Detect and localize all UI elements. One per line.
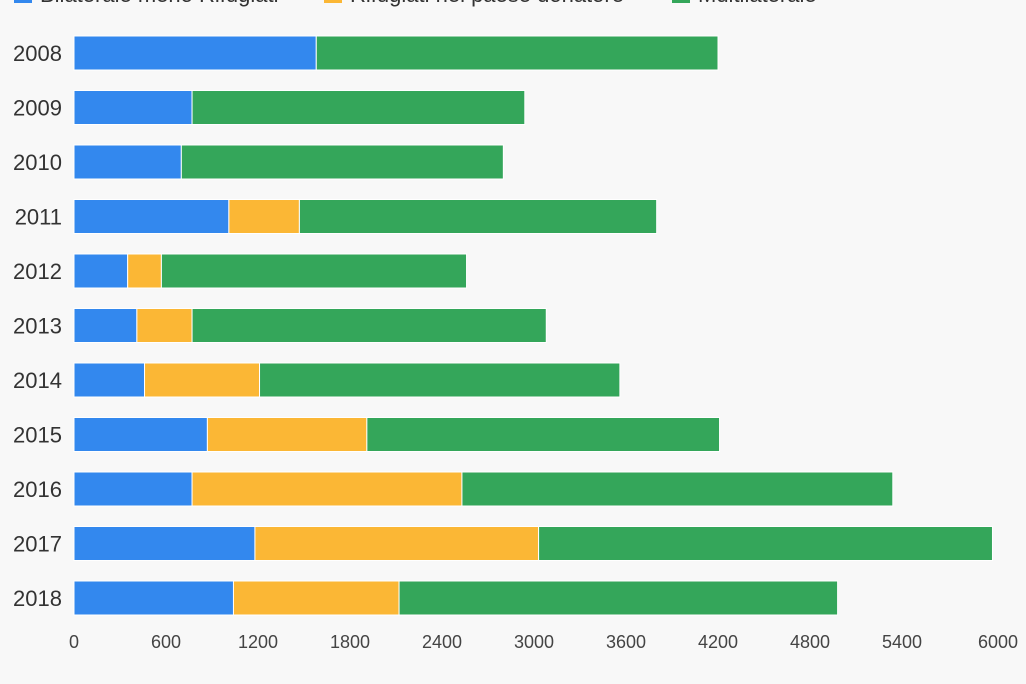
category-label-2008: 2008 [13, 41, 62, 66]
bar-2011-bilaterale-meno-rifugiati [73, 199, 230, 234]
y-axis-labels: 2008 2009 2010 2011 2012 2013 2014 2015 2016 2017… [13, 41, 62, 611]
x-tick-label-1800: 1800 [330, 632, 370, 652]
bar-2016-bilaterale-meno-rifugiati [73, 471, 193, 507]
category-label-2015: 2015 [13, 423, 62, 448]
bar-2016-rifugiati-nel-paese-donatore [191, 471, 463, 507]
bar-2009-bilaterale-meno-rifugiati [73, 90, 193, 125]
legend-swatch-rifugiati-nel-paese-donatore [324, 0, 342, 3]
bar-2018-rifugiati-nel-paese-donatore [232, 580, 400, 616]
x-tick-label-2400: 2400 [422, 632, 462, 652]
bar-2010-multilaterale [180, 144, 504, 180]
bar-2012-bilaterale-meno-rifugiati [73, 253, 129, 289]
bar-2017-rifugiati-nel-paese-donatore [254, 526, 540, 561]
legend-swatch-bilaterale-meno-rifugiati [14, 0, 32, 3]
bar-2008-multilaterale [315, 35, 719, 71]
bar-2010-bilaterale-meno-rifugiati [73, 144, 182, 180]
legend-label-multilaterale: Multilaterale [698, 0, 817, 7]
bar-2014-multilaterale [259, 362, 621, 398]
legend-label-rifugiati-nel-paese-donatore: Rifugiati nel paese donatore [350, 0, 624, 7]
bar-2013-rifugiati-nel-paese-donatore [136, 308, 193, 343]
legend-label-bilaterale-meno-rifugiati: Bilaterale meno Rifugiati [40, 0, 278, 7]
bar-2008-bilaterale-meno-rifugiati [73, 35, 317, 71]
bar-2015-bilaterale-meno-rifugiati [73, 417, 208, 452]
x-tick-label-600: 600 [151, 632, 181, 652]
bar-2016-multilaterale [461, 471, 894, 507]
bar-2009-multilaterale [191, 90, 526, 125]
bar-2012-multilaterale [160, 253, 468, 289]
bar-2013-multilaterale [191, 308, 547, 343]
x-tick-label-6000: 6000 [978, 632, 1018, 652]
legend-swatch-multilaterale [672, 0, 690, 3]
category-label-2009: 2009 [13, 96, 62, 121]
category-label-2016: 2016 [13, 477, 62, 502]
bar-2018-bilaterale-meno-rifugiati [73, 580, 234, 616]
category-label-2018: 2018 [13, 586, 62, 611]
legend: Bilaterale meno Rifugiati Rifugiati nel p… [14, 0, 817, 7]
x-tick-label-5400: 5400 [882, 632, 922, 652]
bar-2015-multilaterale [366, 417, 721, 452]
bar-2011-multilaterale [298, 199, 658, 234]
bar-2017-multilaterale [538, 526, 993, 561]
x-tick-label-4200: 4200 [698, 632, 738, 652]
category-label-2013: 2013 [13, 314, 62, 339]
bar-2018-multilaterale [398, 580, 839, 616]
bar-2017-bilaterale-meno-rifugiati [73, 526, 256, 561]
bars [73, 35, 993, 616]
bar-2013-bilaterale-meno-rifugiati [73, 308, 138, 343]
category-label-2017: 2017 [13, 532, 62, 557]
x-tick-label-3600: 3600 [606, 632, 646, 652]
x-tick-label-0: 0 [69, 632, 79, 652]
x-tick-label-3000: 3000 [514, 632, 554, 652]
bar-2014-bilaterale-meno-rifugiati [73, 362, 146, 398]
x-tick-label-1200: 1200 [238, 632, 278, 652]
category-label-2012: 2012 [13, 259, 62, 284]
bar-2012-rifugiati-nel-paese-donatore [127, 253, 162, 289]
category-label-2010: 2010 [13, 150, 62, 175]
bar-2015-rifugiati-nel-paese-donatore [206, 417, 368, 452]
x-axis-labels: 0 600 1200 1800 2400 3000 3600 4200 4800 5400 6000 [69, 632, 1018, 652]
x-tick-label-4800: 4800 [790, 632, 830, 652]
category-label-2011: 2011 [15, 205, 62, 230]
bar-2011-rifugiati-nel-paese-donatore [228, 199, 300, 234]
bar-2014-rifugiati-nel-paese-donatore [144, 362, 261, 398]
category-label-2014: 2014 [13, 368, 62, 393]
